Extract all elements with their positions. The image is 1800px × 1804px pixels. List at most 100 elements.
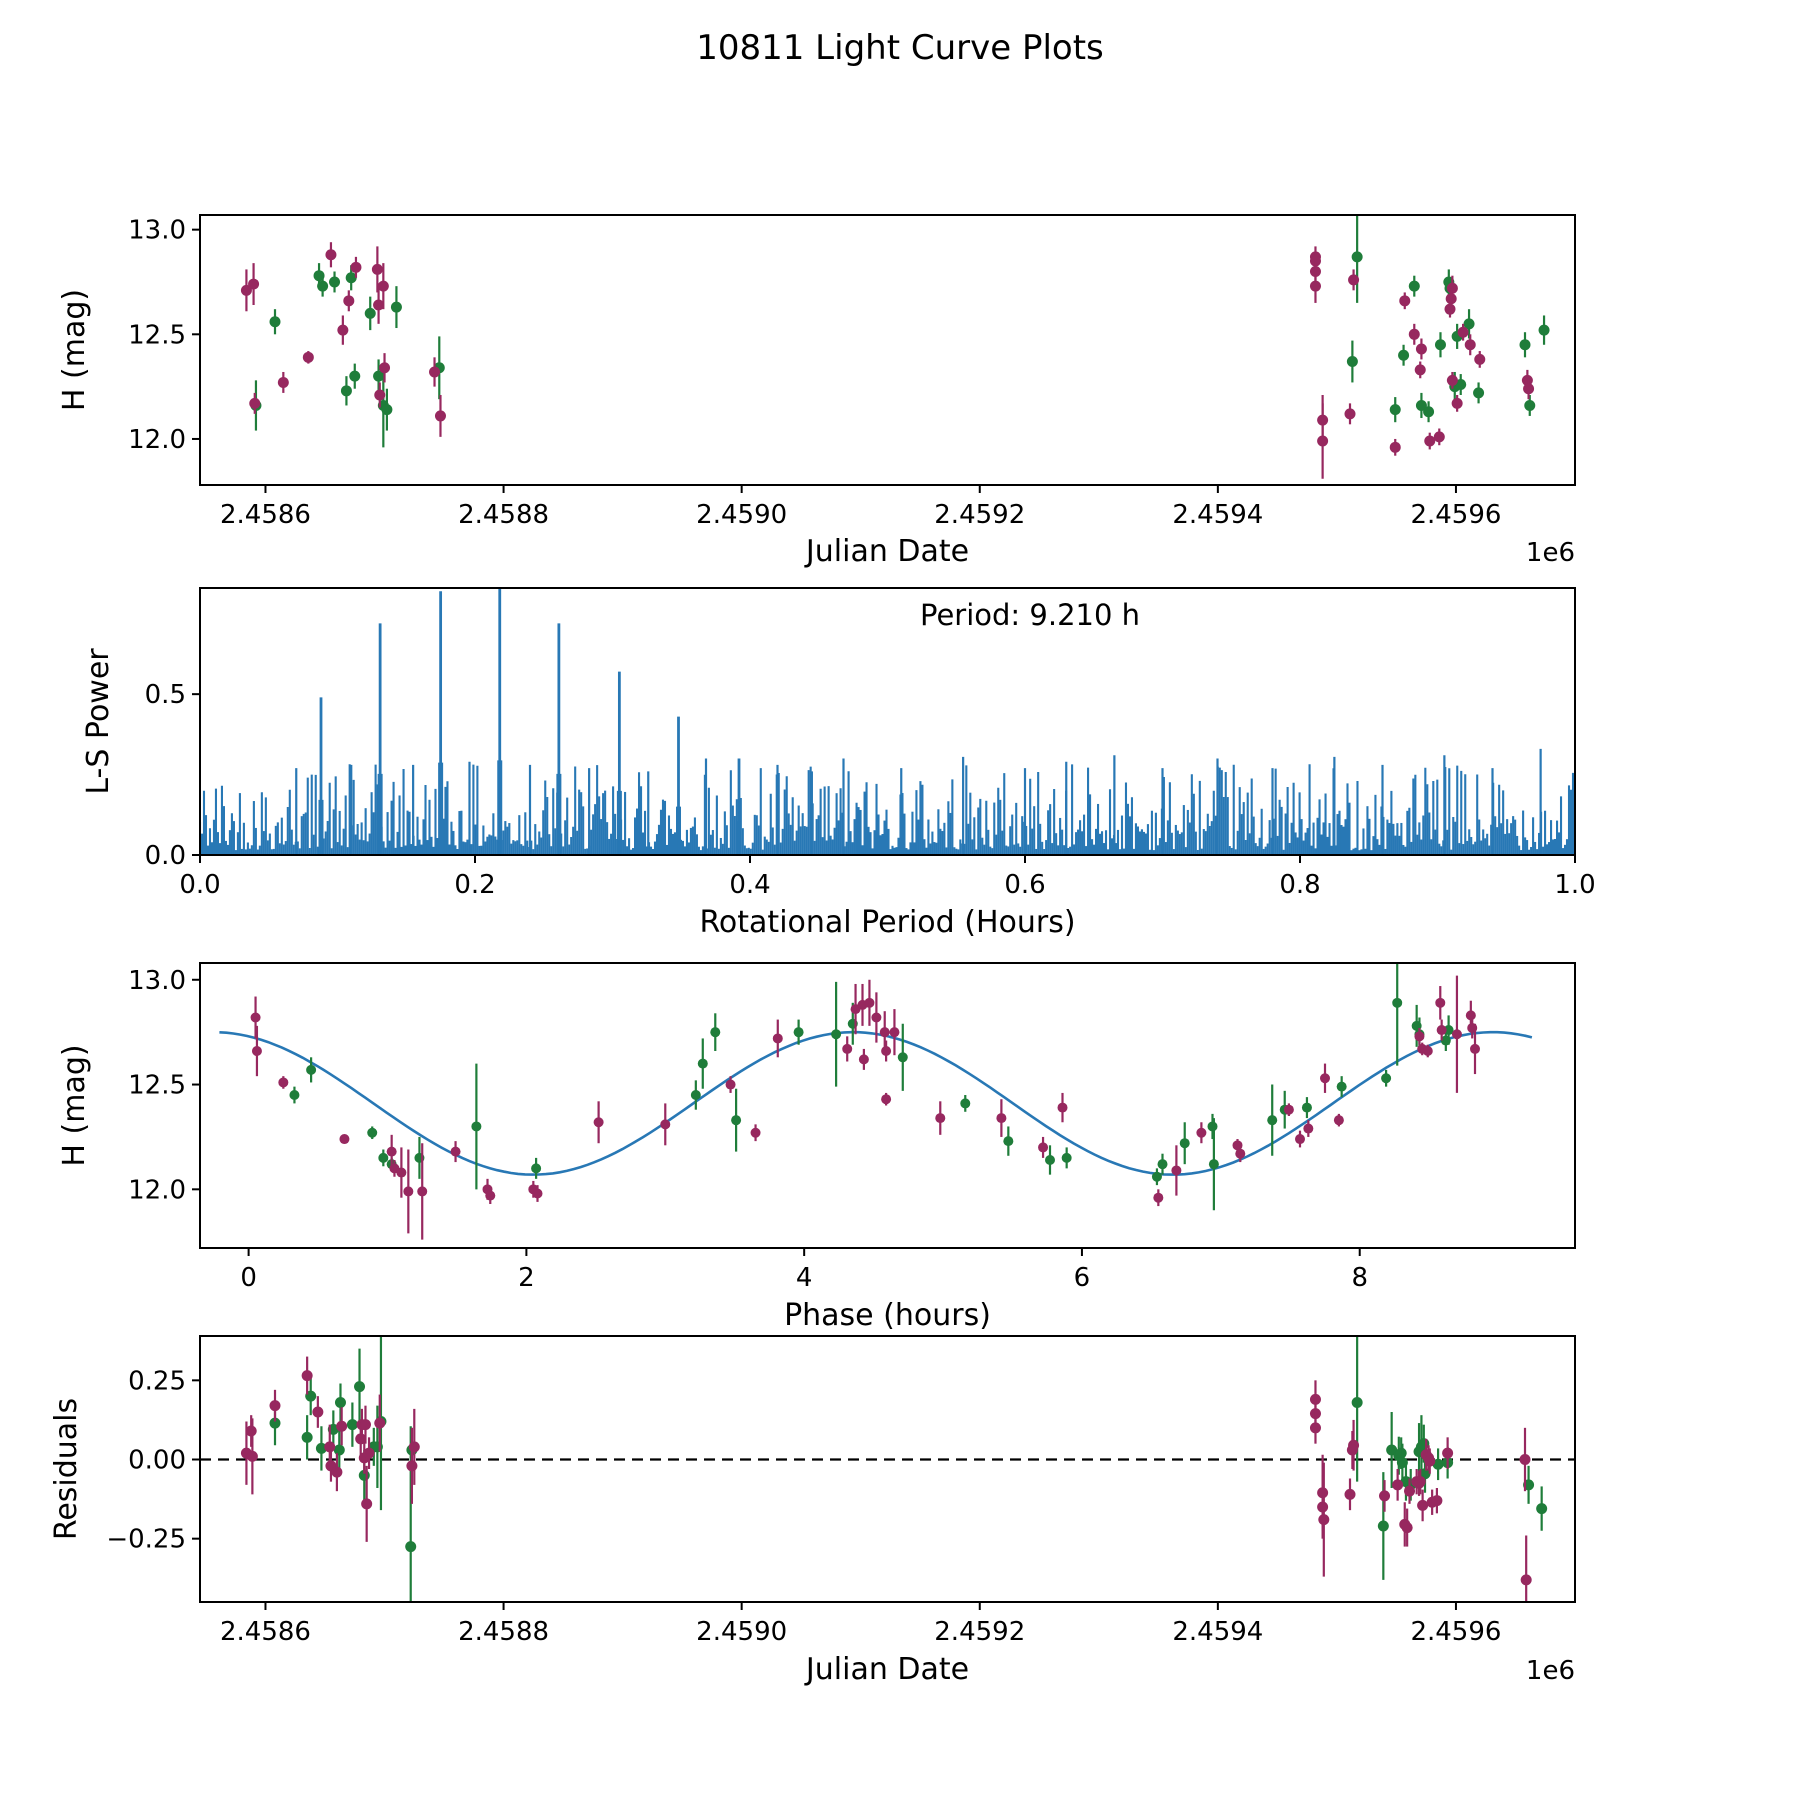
data-point [1061,1152,1072,1163]
data-point [1348,274,1360,286]
x-tick-label: 2.4596 [1410,500,1501,530]
data-point [1519,1454,1531,1465]
data-point [1444,303,1456,315]
data-point [1408,328,1420,340]
x-tick-label: 1.0 [1554,870,1595,900]
data-point [1318,1514,1330,1526]
data-point [373,299,385,311]
data-point [340,385,352,397]
data-point [1267,1115,1278,1126]
data-point [1351,1397,1363,1408]
data-point [350,261,362,273]
x-tick-label: 0.2 [454,870,495,900]
data-point [1235,1148,1246,1159]
data-point [331,1466,343,1478]
data-point [1538,324,1550,336]
data-point [1320,1073,1330,1084]
phase-series-green [289,963,1454,1211]
data-point [359,1419,371,1431]
data-point [289,1090,300,1101]
data-point [277,376,289,388]
data-point [1401,1522,1413,1534]
x-tick-label: 2.4586 [220,500,311,530]
data-point [1415,399,1427,411]
jd_mag-data-area [240,215,1550,479]
x-tick-label: 0.4 [729,870,770,900]
x-tick-label: 2.4588 [458,1617,549,1647]
data-point [405,1541,417,1553]
data-point [1433,431,1445,443]
data-point [248,278,260,290]
jd_mag-series-purple [240,242,1535,479]
data-point [301,1370,313,1382]
data-point [1415,343,1427,355]
data-point [1157,1159,1168,1170]
data-point [1464,339,1476,351]
x-tick-label: 0.6 [1004,870,1045,900]
period-annotation: Period: 9.210 h [920,598,1140,632]
data-point [1424,435,1436,447]
data-point [336,1420,348,1432]
data-point [1038,1142,1049,1153]
data-point [531,1163,542,1174]
data-point [1179,1138,1190,1149]
data-point [1317,435,1329,447]
data-point [793,1027,804,1038]
data-point [361,1498,373,1510]
y-tick-label: −0.25 [106,1525,186,1555]
data-point [879,1027,890,1038]
data-point [1057,1102,1068,1113]
data-point [354,1381,366,1393]
data-point [1470,1043,1480,1054]
data-point [1398,349,1410,361]
data-point [371,263,383,275]
data-point [1524,399,1536,411]
data-point [1414,1476,1426,1488]
data-point [343,295,355,307]
data-point [1303,1123,1314,1134]
data-point [485,1190,496,1201]
data-point [960,1098,971,1109]
data-point [1309,280,1321,292]
data-point [1395,1447,1407,1459]
data-point [1432,1458,1444,1470]
data-point [1377,1520,1389,1532]
data-point [1520,1574,1532,1586]
axis-offset-label: 1e6 [1526,1656,1575,1686]
data-point [325,249,337,261]
data-point [1431,1495,1443,1507]
data-point [363,1447,375,1459]
data-point [333,1444,345,1456]
data-point [1446,282,1458,294]
data-point [1414,1031,1425,1042]
data-point [750,1127,761,1138]
data-point [339,1134,350,1145]
y-tick-label: 12.5 [128,320,186,350]
data-point [1379,1490,1391,1502]
data-point [725,1079,736,1090]
data-point [1399,295,1411,307]
jd_mag-series-green [250,215,1550,448]
residuals-series-green [269,1336,1548,1602]
x-tick-label: 2.4594 [1172,1617,1263,1647]
periodogram-data-area [200,588,1575,855]
residuals-ylabel: Residuals [49,1398,84,1540]
plot-ls-periodogram: Period: 9.210 h 0.0 0.2 0.4 0.6 0.8 1.0 0.0 0.5 R… [81,587,1596,940]
data-point [302,351,314,363]
data-point [1457,326,1469,338]
data-point [1434,339,1446,351]
residuals-series-purple [240,1356,1532,1602]
data-point [842,1043,853,1054]
data-point [406,1460,418,1472]
data-point [1171,1165,1182,1176]
data-point [390,301,402,313]
data-point [1446,374,1458,386]
data-point [1408,280,1420,292]
data-point [417,1186,428,1197]
residuals-xlabel: Julian Date [804,1652,969,1687]
data-point [1389,441,1401,453]
residuals-data-area [200,1336,1575,1602]
data-point [1045,1154,1055,1165]
data-point [1208,1159,1219,1170]
